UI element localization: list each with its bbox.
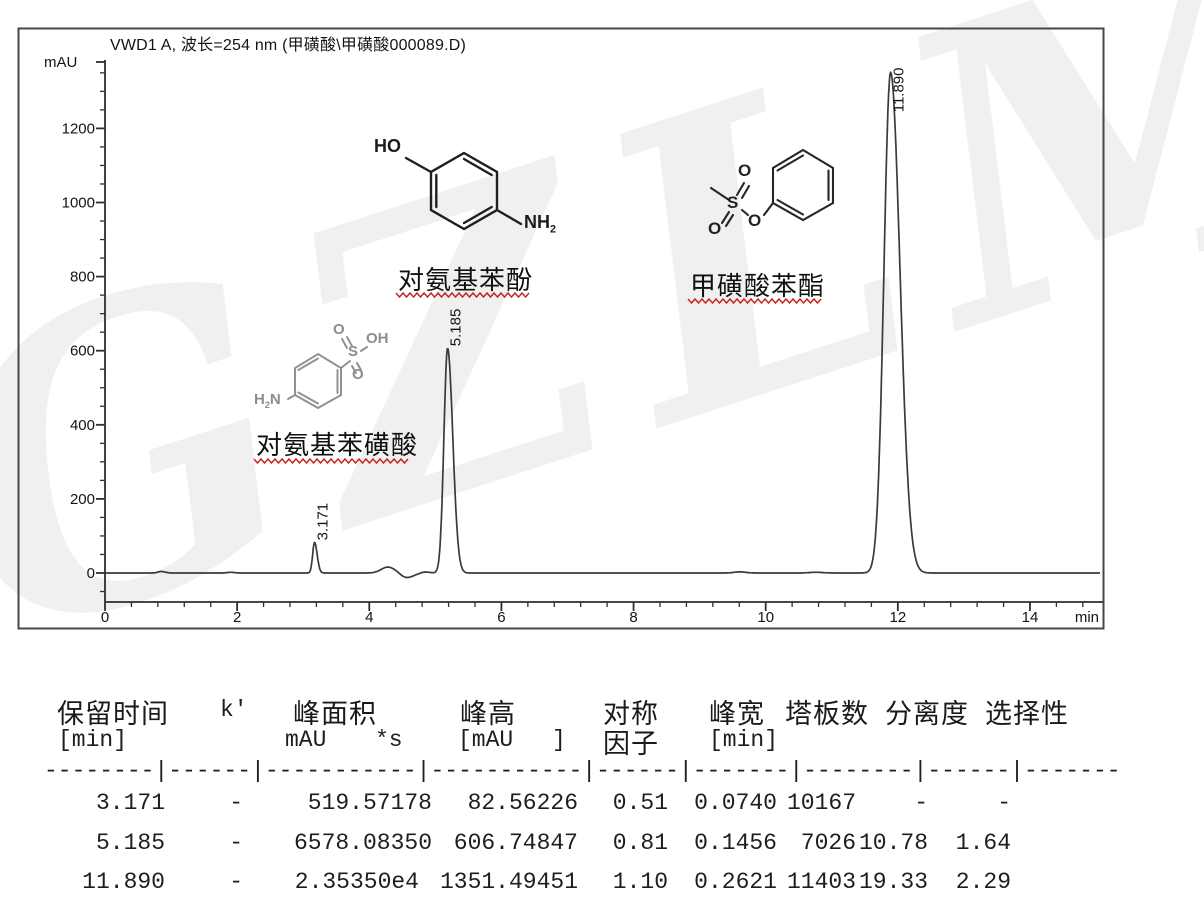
unit-height-mau-open: [mAU <box>458 727 514 753</box>
compound-name-sulfanilic-acid: 对氨基苯磺酸 <box>256 431 419 460</box>
table-cell: 1351.49451 <box>439 869 578 895</box>
y-tick-label: 200 <box>70 491 95 508</box>
atom-label-s2: S <box>348 343 359 360</box>
compound-name-4-aminophenol: 对氨基苯酚 <box>398 266 534 295</box>
y-tick-label: 800 <box>70 269 95 286</box>
col-header-peak-area: 峰面积 <box>293 699 377 729</box>
y-tick-label: 600 <box>70 343 95 360</box>
table-cell: 2.35350e4 <box>294 869 419 895</box>
atom-label-ho: HO <box>374 136 401 156</box>
table-cell: 0.81 <box>612 830 668 856</box>
structure-phenyl-methanesulfonate <box>709 148 835 228</box>
col-header-peak-height: 峰高 <box>460 699 516 729</box>
table-cell: 82.56226 <box>467 790 578 816</box>
unit-area-seconds: *s <box>375 727 403 753</box>
y-tick-label: 1000 <box>62 195 95 212</box>
table-cell: 6578.08350 <box>293 830 432 856</box>
peak-rt-label: 5.185 <box>448 309 465 347</box>
x-tick-label: 12 <box>889 609 906 626</box>
atom-label-oh: OH <box>366 330 389 347</box>
unit-symmetry-factor: 因子 <box>603 729 659 759</box>
table-cell: 0.2621 <box>694 869 777 895</box>
table-cell: 11.890 <box>82 869 165 895</box>
misspell-underline <box>253 457 409 465</box>
y-tick-label: 1200 <box>62 120 95 137</box>
table-cell: - <box>914 790 928 816</box>
plot-frame <box>17 27 1105 630</box>
plot-dynamic-layer: 0 200 400 600 800 1000 1200 0 2 4 6 8 10 12 14 min 3.171… <box>62 60 1103 626</box>
y-tick-label: 400 <box>70 417 95 434</box>
unit-retention-min: [min] <box>58 727 128 753</box>
col-header-resolution: 分离度 <box>885 699 969 729</box>
table-cell: - <box>229 869 243 895</box>
structure-4-aminophenol <box>404 151 523 231</box>
unit-height-mau-close: ] <box>552 727 566 753</box>
table-cell: 0.51 <box>612 790 668 816</box>
table-cell: - <box>997 790 1011 816</box>
atom-label-o-top: O <box>738 161 752 180</box>
table-cell: 7026 <box>800 830 856 856</box>
x-tick-label: 4 <box>365 609 373 626</box>
unit-width-min: [min] <box>709 727 779 753</box>
table-cell: 11403 <box>786 869 856 895</box>
atom-label-h2n: H2N <box>254 391 281 410</box>
atom-label-o-up: O <box>333 321 345 338</box>
col-header-retention-time: 保留时间 <box>57 699 169 729</box>
atom-label-nh2: NH2 <box>524 212 557 236</box>
compound-name-phenyl-methanesulfonate: 甲磺酸苯酯 <box>690 272 826 301</box>
table-cell: 0.1456 <box>694 830 777 856</box>
table-cell: 5.185 <box>95 830 165 856</box>
misspell-underline <box>395 291 530 299</box>
table-cell: 10.78 <box>858 830 928 856</box>
col-header-peak-width: 峰宽 <box>709 699 765 729</box>
x-tick-label: 8 <box>629 609 637 626</box>
atom-label-o-ester: O <box>748 211 762 230</box>
structure-sulfanilic-acid <box>287 336 368 410</box>
atom-label-s: S <box>727 193 739 212</box>
x-tick-label: 14 <box>1022 609 1039 626</box>
atom-label-o-down: O <box>352 366 364 383</box>
table-cell: 2.29 <box>955 869 1011 895</box>
table-separator: --------|------|-----------|-----------|… <box>44 758 1121 784</box>
table-cell: - <box>229 790 243 816</box>
x-axis-unit-label: min <box>1075 609 1099 626</box>
peak-rt-label: 11.890 <box>891 68 908 113</box>
table-cell: 1.64 <box>955 830 1011 856</box>
table-cell: 19.33 <box>858 869 928 895</box>
peak-rt-label: 3.171 <box>315 503 332 541</box>
table-cell: - <box>229 830 243 856</box>
table-cell: 3.171 <box>95 790 165 816</box>
table-cell: 10167 <box>786 790 856 816</box>
chart-title: VWD1 A, 波长=254 nm (甲磺酸\甲磺酸000089.D) <box>110 37 467 54</box>
table-cell: 0.0740 <box>694 790 777 816</box>
misspell-underline <box>687 297 822 305</box>
x-tick-label: 0 <box>101 609 109 626</box>
col-header-plates: 塔板数 <box>785 699 869 729</box>
x-tick-label: 6 <box>497 609 505 626</box>
misspell-underlines <box>253 291 822 465</box>
atom-label-o-left: O <box>708 219 722 238</box>
unit-area-mau: mAU <box>285 727 327 753</box>
table-cell: 519.57178 <box>307 790 432 816</box>
chromatogram-trace <box>104 71 1101 579</box>
col-header-selectivity: 选择性 <box>985 699 1069 729</box>
col-header-k-prime: k' <box>220 697 248 723</box>
table-cell: 606.74847 <box>453 830 578 856</box>
x-tick-label: 2 <box>233 609 241 626</box>
x-tick-label: 10 <box>757 609 774 626</box>
col-header-symmetry: 对称 <box>603 699 659 729</box>
table-cell: 1.10 <box>612 869 668 895</box>
y-axis-unit-label: mAU <box>44 54 78 71</box>
y-tick-label: 0 <box>87 565 95 582</box>
